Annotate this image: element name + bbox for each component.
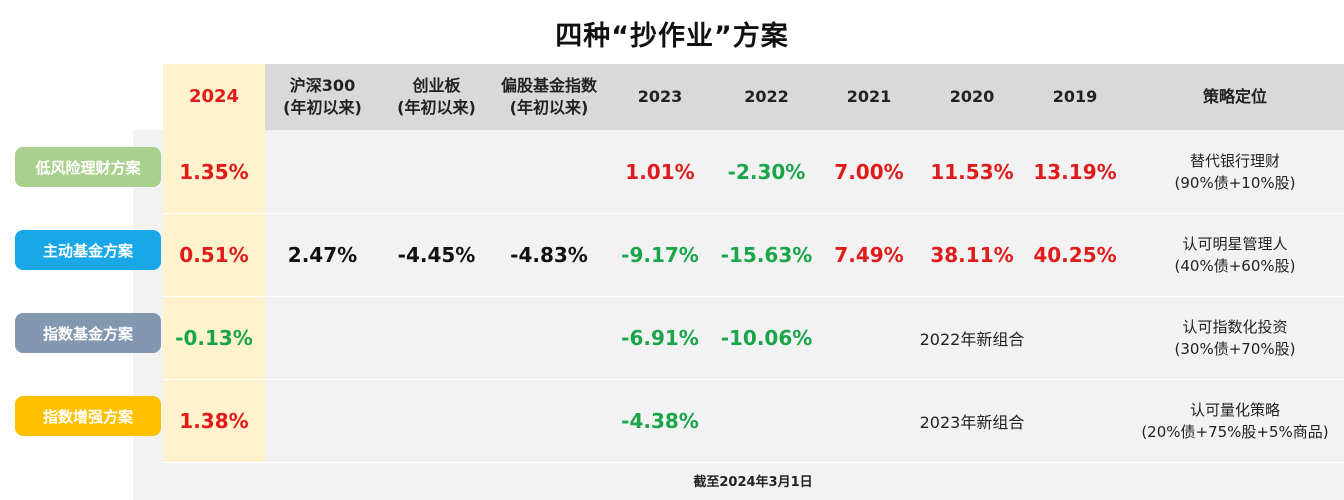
strategy-index-enhanced-line2: (20%债+75%股+5%商品) (1141, 423, 1329, 441)
row-label-index-fund: 指数基金方案 (15, 313, 161, 353)
cell-low-risk-2019: 13.19% (1033, 160, 1117, 184)
row-label-low-risk: 低风险理财方案 (15, 147, 161, 187)
page-title: 四种“抄作业”方案 (555, 21, 789, 52)
strategy-index-enhanced: 认可量化策略 (20%债+75%股+5%商品) (1126, 396, 1344, 446)
cell-active-fund-2023: -9.17% (621, 243, 699, 267)
header-pgjj: 偏股基金指数 (年初以来) (493, 64, 605, 130)
table-panel (133, 130, 1344, 500)
cell-low-risk-2023: 1.01% (625, 160, 695, 184)
header-cyb-line1: 创业板 (412, 76, 461, 95)
strategy-index-fund-line1: 认可指数化投资 (1182, 318, 1288, 336)
row-divider (163, 296, 1344, 297)
cell-active-fund-2019: 40.25% (1033, 243, 1117, 267)
cell-active-fund-pgjj: -4.83% (510, 243, 588, 267)
cell-index-enhanced-2023: -4.38% (621, 409, 699, 433)
strategy-index-fund: 认可指数化投资 (30%债+70%股) (1126, 313, 1344, 363)
strategy-low-risk: 替代银行理财 (90%债+10%股) (1126, 147, 1344, 197)
cell-active-fund-2020: 38.11% (930, 243, 1014, 267)
header-2021: 2021 (846, 87, 892, 106)
row-divider (163, 462, 1344, 463)
row-label-index-enhanced: 指数增强方案 (15, 396, 161, 436)
row-divider (163, 213, 1344, 214)
strategy-index-enhanced-line1: 认可量化策略 (1189, 401, 1280, 419)
cell-index-fund-2023: -6.91% (621, 326, 699, 350)
header-band (163, 64, 1344, 130)
strategy-active-fund-line1: 认可明星管理人 (1182, 235, 1288, 253)
cell-active-fund-2021: 7.49% (834, 243, 904, 267)
header-pgjj-line2: (年初以来) (509, 98, 589, 117)
cell-index-fund-2022: -10.06% (720, 326, 813, 350)
note-index-enhanced: 2023年新组合 (919, 413, 1025, 432)
strategy-low-risk-line1: 替代银行理财 (1189, 152, 1280, 170)
cell-low-risk-2024: 1.35% (179, 160, 249, 184)
header-pgjj-line1: 偏股基金指数 (500, 76, 597, 95)
cell-active-fund-cyb: -4.45% (397, 243, 476, 267)
header-cyb-line2: (年初以来) (397, 98, 476, 117)
header-2024: 2024 (188, 86, 240, 107)
header-cyb: 创业板 (年初以来) (380, 64, 493, 130)
strategy-low-risk-line2: (90%债+10%股) (1174, 174, 1296, 192)
cell-active-fund-hs300: 2.47% (287, 243, 358, 267)
strategy-active-fund: 认可明星管理人 (40%债+60%股) (1126, 230, 1344, 280)
cell-index-enhanced-2024: 1.38% (179, 409, 249, 433)
highlight-column-2024 (163, 64, 265, 462)
strategy-active-fund-line2: (40%债+60%股) (1174, 257, 1296, 275)
row-label-active-fund: 主动基金方案 (15, 230, 161, 270)
note-index-fund: 2022年新组合 (919, 330, 1025, 349)
footer-note: 截至2024年3月1日 (693, 475, 813, 490)
strategy-index-fund-line2: (30%债+70%股) (1174, 340, 1296, 358)
cell-active-fund-2022: -15.63% (720, 243, 813, 267)
header-2019: 2019 (1052, 87, 1098, 106)
header-2020: 2020 (949, 87, 995, 106)
header-strategy: 策略定位 (1202, 87, 1267, 106)
cell-low-risk-2022: -2.30% (727, 160, 806, 184)
header-2023: 2023 (637, 87, 683, 106)
header-hs300: 沪深300 (年初以来) (265, 64, 380, 130)
cell-index-fund-2024: -0.13% (175, 326, 253, 350)
header-hs300-line2: (年初以来) (283, 98, 362, 117)
cell-low-risk-2020: 11.53% (930, 160, 1014, 184)
cell-active-fund-2024: 0.51% (179, 243, 249, 267)
cell-low-risk-2021: 7.00% (834, 160, 904, 184)
header-2022: 2022 (744, 87, 789, 106)
row-divider (163, 379, 1344, 380)
header-hs300-line1: 沪深300 (289, 76, 356, 95)
